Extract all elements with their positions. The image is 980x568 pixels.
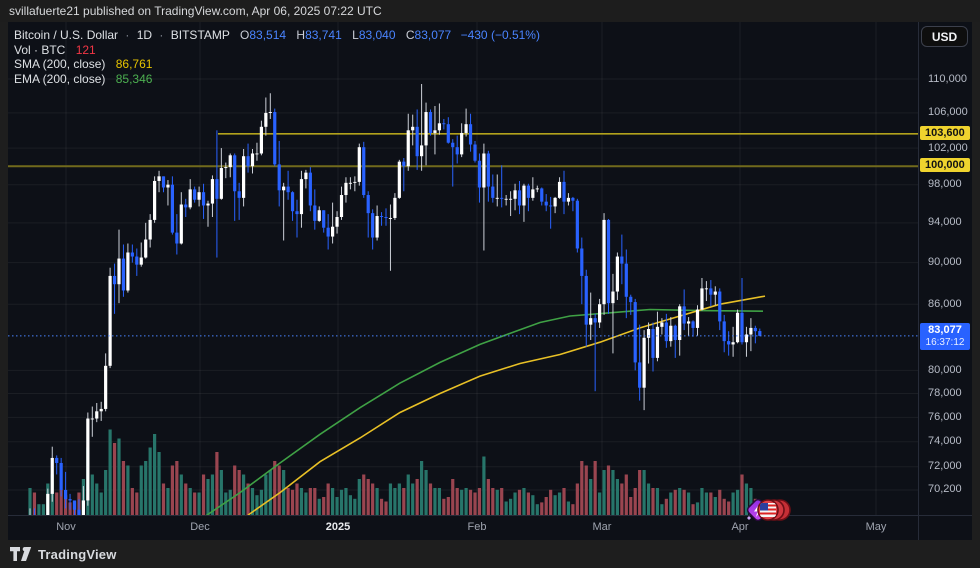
bar-countdown: 16:37:12	[925, 336, 965, 348]
chart-pane[interactable]	[8, 22, 918, 515]
time-axis[interactable]: Nov Dec 2025 Feb Mar Apr May	[8, 515, 918, 540]
footer-brand[interactable]: TradingView	[10, 544, 117, 564]
chart-widget: Bitcoin / U.S. Dollar · 1D · BITSTAMP O8…	[8, 22, 972, 540]
price-tick-label: 98,000	[928, 178, 962, 191]
time-tick-label: May	[865, 521, 887, 533]
candlestick-series	[29, 84, 762, 515]
price-tick-label: 94,000	[928, 216, 962, 229]
ema-row[interactable]: EMA (200, close) 85,346	[14, 72, 540, 87]
time-tick-label: 2025	[325, 521, 351, 533]
time-tick-label: Feb	[467, 521, 487, 533]
high-key: H	[296, 28, 306, 42]
sma-value: 86,761	[115, 57, 153, 71]
legend: Bitcoin / U.S. Dollar · 1D · BITSTAMP O8…	[14, 28, 540, 86]
usd-coins-sticker-icon[interactable]	[757, 499, 791, 521]
sma-row[interactable]: SMA (200, close) 86,761	[14, 57, 540, 72]
price-line-badge: 100,000	[920, 158, 970, 173]
price-tick-label: 70,200	[928, 483, 962, 496]
volume-row[interactable]: Vol · BTC 121	[14, 43, 540, 58]
price-axis[interactable]: 110,000 106,000 102,000 98,000 94,000 90,000 8…	[918, 22, 972, 515]
price-tick-label: 90,000	[928, 256, 962, 269]
published-bar: svillafuerte21 published on TradingView.…	[0, 0, 980, 22]
price-tick-label: 74,000	[928, 435, 962, 448]
price-tick-label: 102,000	[928, 141, 968, 154]
volume-series	[28, 429, 762, 515]
symbol-row[interactable]: Bitcoin / U.S. Dollar · 1D · BITSTAMP O8…	[14, 28, 540, 43]
us-flag-icon	[760, 503, 776, 517]
low-key: L	[352, 28, 359, 42]
close-value: 83,077	[414, 28, 452, 42]
time-tick-label: Nov	[56, 521, 76, 533]
price-tick-label: 80,000	[928, 363, 962, 376]
price-tick-label: 110,000	[928, 72, 967, 85]
exchange-label: BITSTAMP	[170, 28, 230, 42]
separator: ·	[159, 28, 164, 42]
price-tick-label: 86,000	[928, 297, 962, 310]
low-value: 83,040	[358, 28, 396, 42]
time-tick-label: Dec	[190, 521, 210, 533]
open-value: 83,514	[249, 28, 287, 42]
ema-value: 85,346	[115, 71, 153, 86]
last-price-value: 83,077	[928, 323, 962, 336]
volume-label: Vol · BTC	[14, 42, 66, 57]
tradingview-logo-icon	[10, 546, 32, 561]
open-key: O	[240, 28, 250, 42]
currency-toggle-button[interactable]: USD	[921, 26, 968, 47]
price-tick-label: 106,000	[928, 106, 968, 119]
price-chart-canvas[interactable]	[8, 22, 918, 515]
separator: ·	[125, 28, 130, 42]
price-tick-label: 78,000	[928, 387, 962, 400]
ema-label: EMA (200, close)	[14, 71, 106, 86]
close-key: C	[405, 28, 415, 42]
price-line-badge: 103,600	[920, 125, 970, 140]
symbol-title[interactable]: Bitcoin / U.S. Dollar	[14, 28, 119, 42]
sma-label: SMA (200, close)	[14, 57, 106, 71]
change-value: −430 (−0.51%)	[460, 28, 540, 42]
price-tick-label: 76,000	[928, 410, 962, 423]
interval-label[interactable]: 1D	[136, 28, 153, 42]
high-value: 83,741	[305, 28, 342, 42]
time-tick-label: Mar	[592, 521, 612, 533]
last-price-badge: 83,077 16:37:12	[920, 322, 970, 350]
volume-value: 121	[75, 42, 96, 57]
price-tick-label: 72,000	[928, 460, 962, 473]
published-text: svillafuerte21 published on TradingView.…	[9, 4, 382, 18]
brand-name: TradingView	[38, 546, 117, 562]
time-tick-label: Apr	[731, 521, 749, 533]
sma-200-line[interactable]	[247, 295, 766, 515]
gridlines	[8, 22, 918, 515]
axis-corner	[918, 515, 972, 540]
